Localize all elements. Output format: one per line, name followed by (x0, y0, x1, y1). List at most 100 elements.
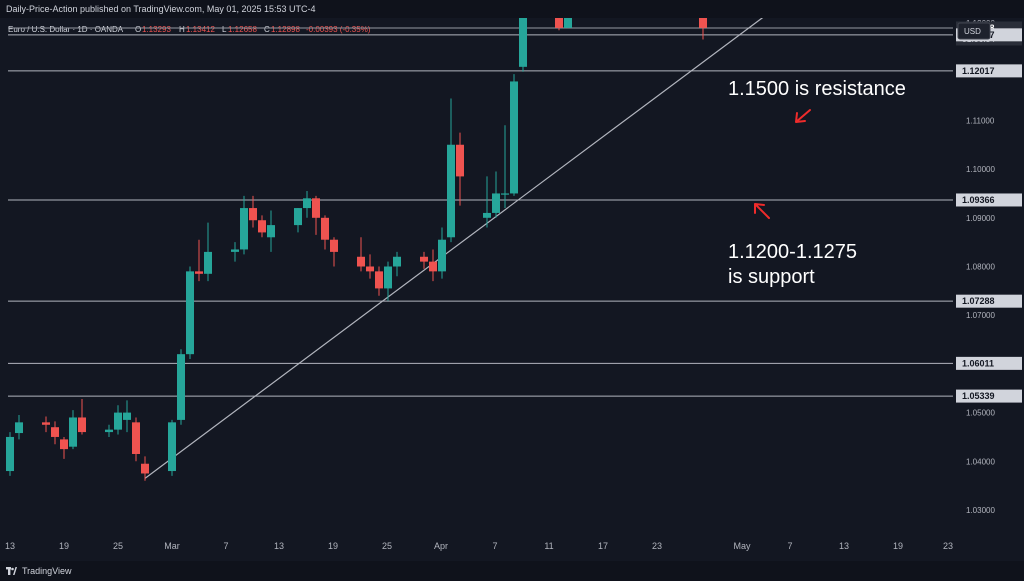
candle (69, 410, 77, 450)
brand-name: TradingView (22, 566, 72, 576)
candle (429, 249, 437, 282)
candle-body (258, 220, 266, 233)
candle-body (438, 239, 446, 272)
price-tag-bg (956, 64, 1022, 78)
ohlc-low-label: L (222, 25, 227, 34)
support-arrow-icon (754, 203, 770, 219)
ohlc-high: 1.13412 (186, 25, 215, 34)
price-tag-label: 1.06011 (962, 358, 994, 368)
candle (240, 195, 248, 255)
ohlc-change: -0.00393 (-0.35%) (306, 25, 371, 34)
price-tag-bg (956, 389, 1022, 403)
candle (519, 18, 527, 72)
candle (384, 261, 392, 301)
symbol-name: Euro / U.S. Dollar · 1D · OANDA (8, 25, 124, 34)
candle-body (249, 208, 257, 221)
support-annotation-line: 1.1200-1.1275 (728, 241, 857, 263)
candle (195, 239, 203, 282)
candle-body (78, 417, 86, 433)
time-tick-label: Mar (164, 541, 180, 551)
candle-body (501, 193, 509, 195)
candle-body (240, 208, 248, 250)
tradingview-logo-icon (6, 567, 17, 575)
candle (564, 18, 572, 28)
candle-body (231, 249, 239, 252)
price-chart[interactable]: Euro / U.S. Dollar · 1D · OANDA O 1.1329… (0, 18, 1024, 561)
candle-body (132, 422, 140, 454)
symbol-legend: Euro / U.S. Dollar · 1D · OANDA O 1.1329… (8, 25, 371, 34)
candle-body (6, 436, 14, 472)
price-tick-label: 1.05000 (966, 409, 995, 418)
candle-body (699, 18, 707, 28)
candle-body (195, 271, 203, 274)
time-axis[interactable]: 13 19 25 Mar 7 13 19 25 Apr 7 11 17 23 May 7 13 19 23 (5, 541, 953, 551)
candle (294, 208, 302, 233)
candle (177, 349, 185, 425)
price-tag-label: 1.09366 (962, 195, 995, 205)
currency-label: USD (964, 27, 981, 36)
time-tick-label: 23 (943, 541, 953, 551)
candle (699, 18, 707, 40)
ohlc-low: 1.12658 (228, 25, 257, 34)
candle (330, 237, 338, 267)
price-tag-label: 1.12017 (962, 66, 995, 76)
candle (447, 98, 455, 243)
price-tick-label: 1.11000 (966, 116, 995, 125)
candle (123, 400, 131, 433)
time-tick-label: 11 (544, 541, 553, 551)
candle (114, 405, 122, 435)
candle-body (393, 256, 401, 267)
candle-body (186, 271, 194, 355)
ohlc-close: 1.12898 (271, 25, 300, 34)
time-tick-label: Apr (434, 541, 448, 551)
trendline-group (144, 18, 764, 479)
candle-body (177, 354, 185, 420)
candle-body (519, 18, 527, 67)
candle-body (15, 422, 23, 434)
price-axis[interactable]: 1.030001.040001.050001.060001.070001.080… (953, 18, 1024, 561)
trendline (144, 18, 764, 479)
candle-body (483, 212, 491, 218)
ohlc-high-label: H (179, 25, 185, 34)
candle (42, 416, 50, 433)
candle-body (141, 463, 149, 474)
currency-button[interactable]: USD (957, 22, 991, 40)
candle-body (420, 256, 428, 262)
time-tick-label: 19 (328, 541, 338, 551)
candle-body (51, 427, 59, 437)
price-level-tag: 1.07288 (956, 294, 1022, 308)
candle-body (366, 266, 374, 272)
time-tick-label: 13 (839, 541, 849, 551)
candle-body (114, 412, 122, 430)
candle (132, 417, 140, 462)
candle (168, 419, 176, 476)
candle-body (303, 198, 311, 209)
candle-body (330, 239, 338, 252)
price-tag-bg (956, 356, 1022, 370)
candle-body (60, 439, 68, 450)
candle-body (429, 261, 437, 272)
price-tag-label: 1.05339 (962, 391, 995, 401)
candles (6, 18, 707, 481)
candle (375, 266, 383, 296)
candle (105, 424, 113, 437)
candle (456, 132, 464, 206)
support-annotation-line: is support (728, 266, 815, 288)
candle (78, 398, 86, 435)
price-tick-label: 1.09000 (966, 214, 995, 223)
candle-body (204, 251, 212, 274)
candle-body (294, 208, 302, 226)
candle-body (492, 193, 500, 213)
brand-bar: TradingView (0, 561, 1024, 581)
price-level-tag: 1.09366 (956, 193, 1022, 207)
candle (141, 456, 149, 481)
time-tick-label: 13 (274, 541, 284, 551)
time-tick-label: 25 (113, 541, 123, 551)
resistance-arrow-icon (795, 109, 811, 123)
price-tag-label: 1.07288 (962, 296, 995, 306)
candle-body (321, 217, 329, 240)
candle-body (69, 417, 77, 447)
candle-body (375, 271, 383, 289)
candle (303, 191, 311, 218)
